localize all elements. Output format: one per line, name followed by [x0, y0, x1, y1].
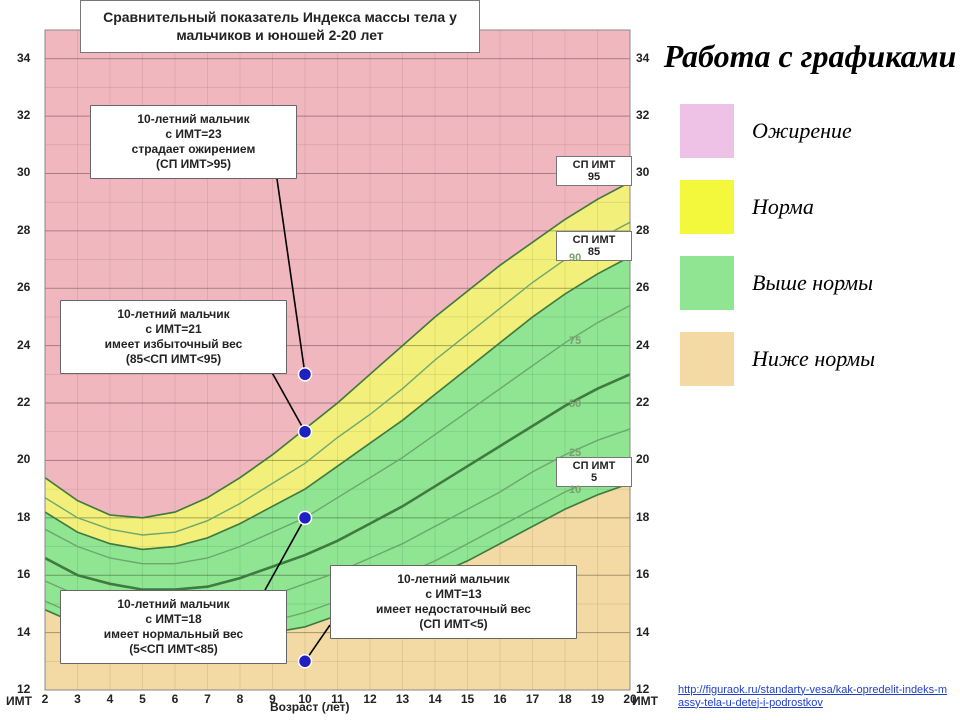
curve-label: СП ИМТ5 — [556, 457, 632, 487]
ytick-left: 34 — [17, 51, 30, 65]
legend-row: Ожирение — [680, 104, 960, 158]
xtick: 18 — [558, 692, 571, 706]
xtick: 4 — [107, 692, 114, 706]
bmi-percentile-chart: Сравнительный показатель Индекса массы т… — [0, 0, 660, 720]
ytick-right: 16 — [636, 567, 649, 581]
legend-label: Норма — [752, 195, 814, 219]
annotation-a2: 10-летний мальчикс ИМТ=21имеет избыточны… — [60, 300, 287, 374]
y-unit-left: ИМТ — [6, 694, 32, 708]
inline-pct-label: 50 — [569, 398, 581, 410]
ytick-right: 34 — [636, 51, 649, 65]
xtick: 14 — [428, 692, 441, 706]
xtick: 11 — [331, 692, 344, 706]
ytick-left: 28 — [17, 223, 30, 237]
ytick-right: 22 — [636, 395, 649, 409]
source-link[interactable]: http://figuraok.ru/standarty-vesa/kak-op… — [678, 684, 950, 710]
ytick-right: 12 — [636, 682, 649, 696]
ytick-left: 24 — [17, 338, 30, 352]
xtick: 5 — [139, 692, 146, 706]
ytick-left: 12 — [17, 682, 30, 696]
legend: Ожирение Норма Выше нормы Ниже нормы — [680, 104, 960, 386]
xtick: 15 — [461, 692, 474, 706]
legend-row: Норма — [680, 180, 960, 234]
annotation-a4: 10-летний мальчикс ИМТ=13имеет недостато… — [330, 565, 577, 639]
xtick: 2 — [42, 692, 49, 706]
side-panel: Работа с графиками Ожирение Норма Выше нор… — [660, 0, 960, 720]
ytick-right: 14 — [636, 625, 649, 639]
ytick-left: 32 — [17, 108, 30, 122]
ytick-left: 30 — [17, 165, 30, 179]
xtick: 17 — [526, 692, 539, 706]
ytick-right: 32 — [636, 108, 649, 122]
xtick: 19 — [591, 692, 604, 706]
curve-label: СП ИМТ95 — [556, 156, 632, 186]
legend-swatch — [680, 256, 734, 310]
xtick: 12 — [363, 692, 376, 706]
xtick: 7 — [204, 692, 211, 706]
inline-pct-label: 90 — [569, 252, 581, 264]
curve-label: СП ИМТ85 — [556, 231, 632, 261]
xtick: 13 — [396, 692, 409, 706]
ytick-right: 18 — [636, 510, 649, 524]
ytick-left: 18 — [17, 510, 30, 524]
ytick-left: 14 — [17, 625, 30, 639]
chart-title-text: Сравнительный показатель Индекса массы т… — [103, 9, 457, 43]
legend-swatch — [680, 104, 734, 158]
xtick: 6 — [172, 692, 179, 706]
ytick-right: 28 — [636, 223, 649, 237]
annotation-a3: 10-летний мальчикс ИМТ=18имеет нормальны… — [60, 590, 287, 664]
ytick-left: 22 — [17, 395, 30, 409]
legend-row: Ниже нормы — [680, 332, 960, 386]
legend-label: Выше нормы — [752, 271, 873, 295]
annotation-a1: 10-летний мальчикс ИМТ=23страдает ожирен… — [90, 105, 297, 179]
ytick-left: 20 — [17, 452, 30, 466]
legend-row: Выше нормы — [680, 256, 960, 310]
xtick: 10 — [298, 692, 311, 706]
legend-swatch — [680, 180, 734, 234]
inline-pct-label: 25 — [569, 447, 581, 459]
legend-label: Ожирение — [752, 119, 852, 143]
ytick-left: 16 — [17, 567, 30, 581]
inline-pct-label: 75 — [569, 335, 581, 347]
ytick-right: 24 — [636, 338, 649, 352]
ytick-right: 26 — [636, 280, 649, 294]
xtick: 8 — [237, 692, 244, 706]
chart-title: Сравнительный показатель Индекса массы т… — [80, 0, 480, 53]
xtick: 3 — [74, 692, 81, 706]
legend-swatch — [680, 332, 734, 386]
ytick-left: 26 — [17, 280, 30, 294]
inline-pct-label: 10 — [569, 484, 581, 496]
xtick: 9 — [269, 692, 276, 706]
xtick: 20 — [623, 692, 636, 706]
xtick: 16 — [493, 692, 506, 706]
legend-label: Ниже нормы — [752, 347, 875, 371]
ytick-right: 30 — [636, 165, 649, 179]
ytick-right: 20 — [636, 452, 649, 466]
page-heading: Работа с графиками — [660, 40, 960, 74]
